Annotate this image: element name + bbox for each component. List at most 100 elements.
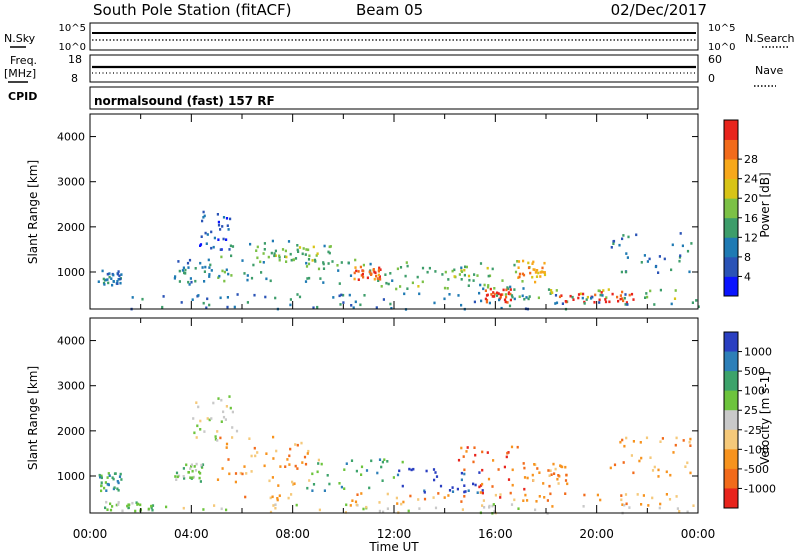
velocity-cell xyxy=(216,439,219,442)
power-cell xyxy=(304,253,307,256)
power-cell xyxy=(625,301,628,304)
power-cell xyxy=(390,307,393,310)
power-cell xyxy=(619,297,622,301)
power-cell xyxy=(230,254,233,258)
velocity-cell xyxy=(513,498,516,502)
velocity-cell xyxy=(523,487,526,491)
velocity-cell xyxy=(554,467,557,471)
velocity-cell xyxy=(296,443,299,447)
velocity-cell xyxy=(216,478,220,481)
velocity-cell xyxy=(360,473,363,476)
power-cell xyxy=(284,249,287,253)
velocity-cell xyxy=(317,462,320,465)
power-cell xyxy=(527,261,530,265)
power-cell xyxy=(181,269,184,272)
velocity-cell xyxy=(503,465,506,469)
velocity-cell xyxy=(636,493,639,496)
power-cell xyxy=(460,303,463,307)
power-cell xyxy=(632,298,635,301)
time-tick-label: 12:00 xyxy=(377,527,412,541)
velocity-cell xyxy=(632,440,635,443)
power-cell xyxy=(186,261,190,265)
velocity-cell xyxy=(638,459,641,463)
power-cell xyxy=(591,295,594,299)
power-cell xyxy=(643,254,646,257)
power-cell xyxy=(274,254,277,257)
freq-tick-bottom: 8 xyxy=(71,72,78,85)
velocity-cell xyxy=(135,501,138,504)
velocity-cell xyxy=(511,468,514,472)
power-cell xyxy=(451,269,454,273)
power-cell xyxy=(263,248,266,251)
velocity-cell xyxy=(457,458,461,462)
velocity-cell xyxy=(625,436,628,440)
velocity-cell xyxy=(523,476,527,479)
power-cell xyxy=(332,296,335,299)
velocity-cell xyxy=(439,484,443,488)
power-cell xyxy=(226,224,229,227)
cpid-panel: CPID normalsound (fast) 157 RF xyxy=(8,86,699,110)
power-cell xyxy=(223,279,226,283)
power-cell xyxy=(485,300,488,304)
power-cell xyxy=(532,260,535,264)
velocity-cell xyxy=(323,489,326,492)
power-cell xyxy=(249,242,252,246)
velocity-cell xyxy=(434,506,438,510)
power-cell xyxy=(278,256,281,259)
power-cell xyxy=(302,247,305,250)
power-cell xyxy=(377,273,380,277)
velocity-cell xyxy=(272,504,275,507)
power-cell xyxy=(561,302,564,305)
power-cell xyxy=(370,272,373,276)
velocity-cell xyxy=(548,484,551,488)
velocity-cell xyxy=(117,489,120,492)
power-cell xyxy=(541,270,544,274)
velocity-cell xyxy=(624,493,628,496)
velocity-cell xyxy=(467,489,470,492)
power-cell xyxy=(97,280,100,283)
velocity-cell xyxy=(506,451,509,455)
velocity-cell xyxy=(318,508,321,512)
velocity-cell xyxy=(549,469,552,472)
power-cell xyxy=(446,287,449,290)
power-cell xyxy=(467,284,470,287)
velocity-cell xyxy=(370,459,373,463)
velocity-cell xyxy=(151,508,154,512)
velocity-cell xyxy=(407,509,410,513)
power-cell xyxy=(246,274,249,277)
plot-title: South Pole Station (fitACF) xyxy=(93,1,291,19)
velocity-cell xyxy=(136,502,140,506)
power-cell xyxy=(550,289,553,292)
power-cell xyxy=(464,265,467,269)
velocity-cell xyxy=(150,506,153,510)
velocity-cell xyxy=(355,503,358,507)
power-cell xyxy=(621,297,624,300)
velocity-cell xyxy=(381,460,384,464)
velocity-cell xyxy=(433,478,436,482)
power-cell xyxy=(554,294,558,297)
velocity-cell xyxy=(630,454,633,457)
power-cell xyxy=(250,276,254,280)
power-cell xyxy=(646,260,649,263)
power-cell xyxy=(513,288,516,291)
power-cell xyxy=(210,230,213,234)
power-cell xyxy=(391,279,394,282)
power-cell xyxy=(262,261,265,264)
velocity-cell xyxy=(254,454,257,458)
power-cell xyxy=(539,275,542,278)
velocity-cell xyxy=(395,496,398,500)
power-cell xyxy=(219,296,222,300)
power-cell xyxy=(246,278,249,282)
power-cbar-label: Power [dB] xyxy=(758,172,772,237)
velocity-cell xyxy=(678,510,681,513)
nave-label: Nave xyxy=(755,64,783,77)
power-cell xyxy=(292,258,295,261)
velocity-cell xyxy=(689,437,692,441)
power-cell xyxy=(491,267,494,271)
power-cell xyxy=(441,273,444,276)
velocity-cell xyxy=(543,496,546,499)
velocity-cell xyxy=(108,474,111,477)
power-cell xyxy=(531,275,534,279)
power-cell xyxy=(354,258,357,262)
power-cell xyxy=(416,275,419,279)
